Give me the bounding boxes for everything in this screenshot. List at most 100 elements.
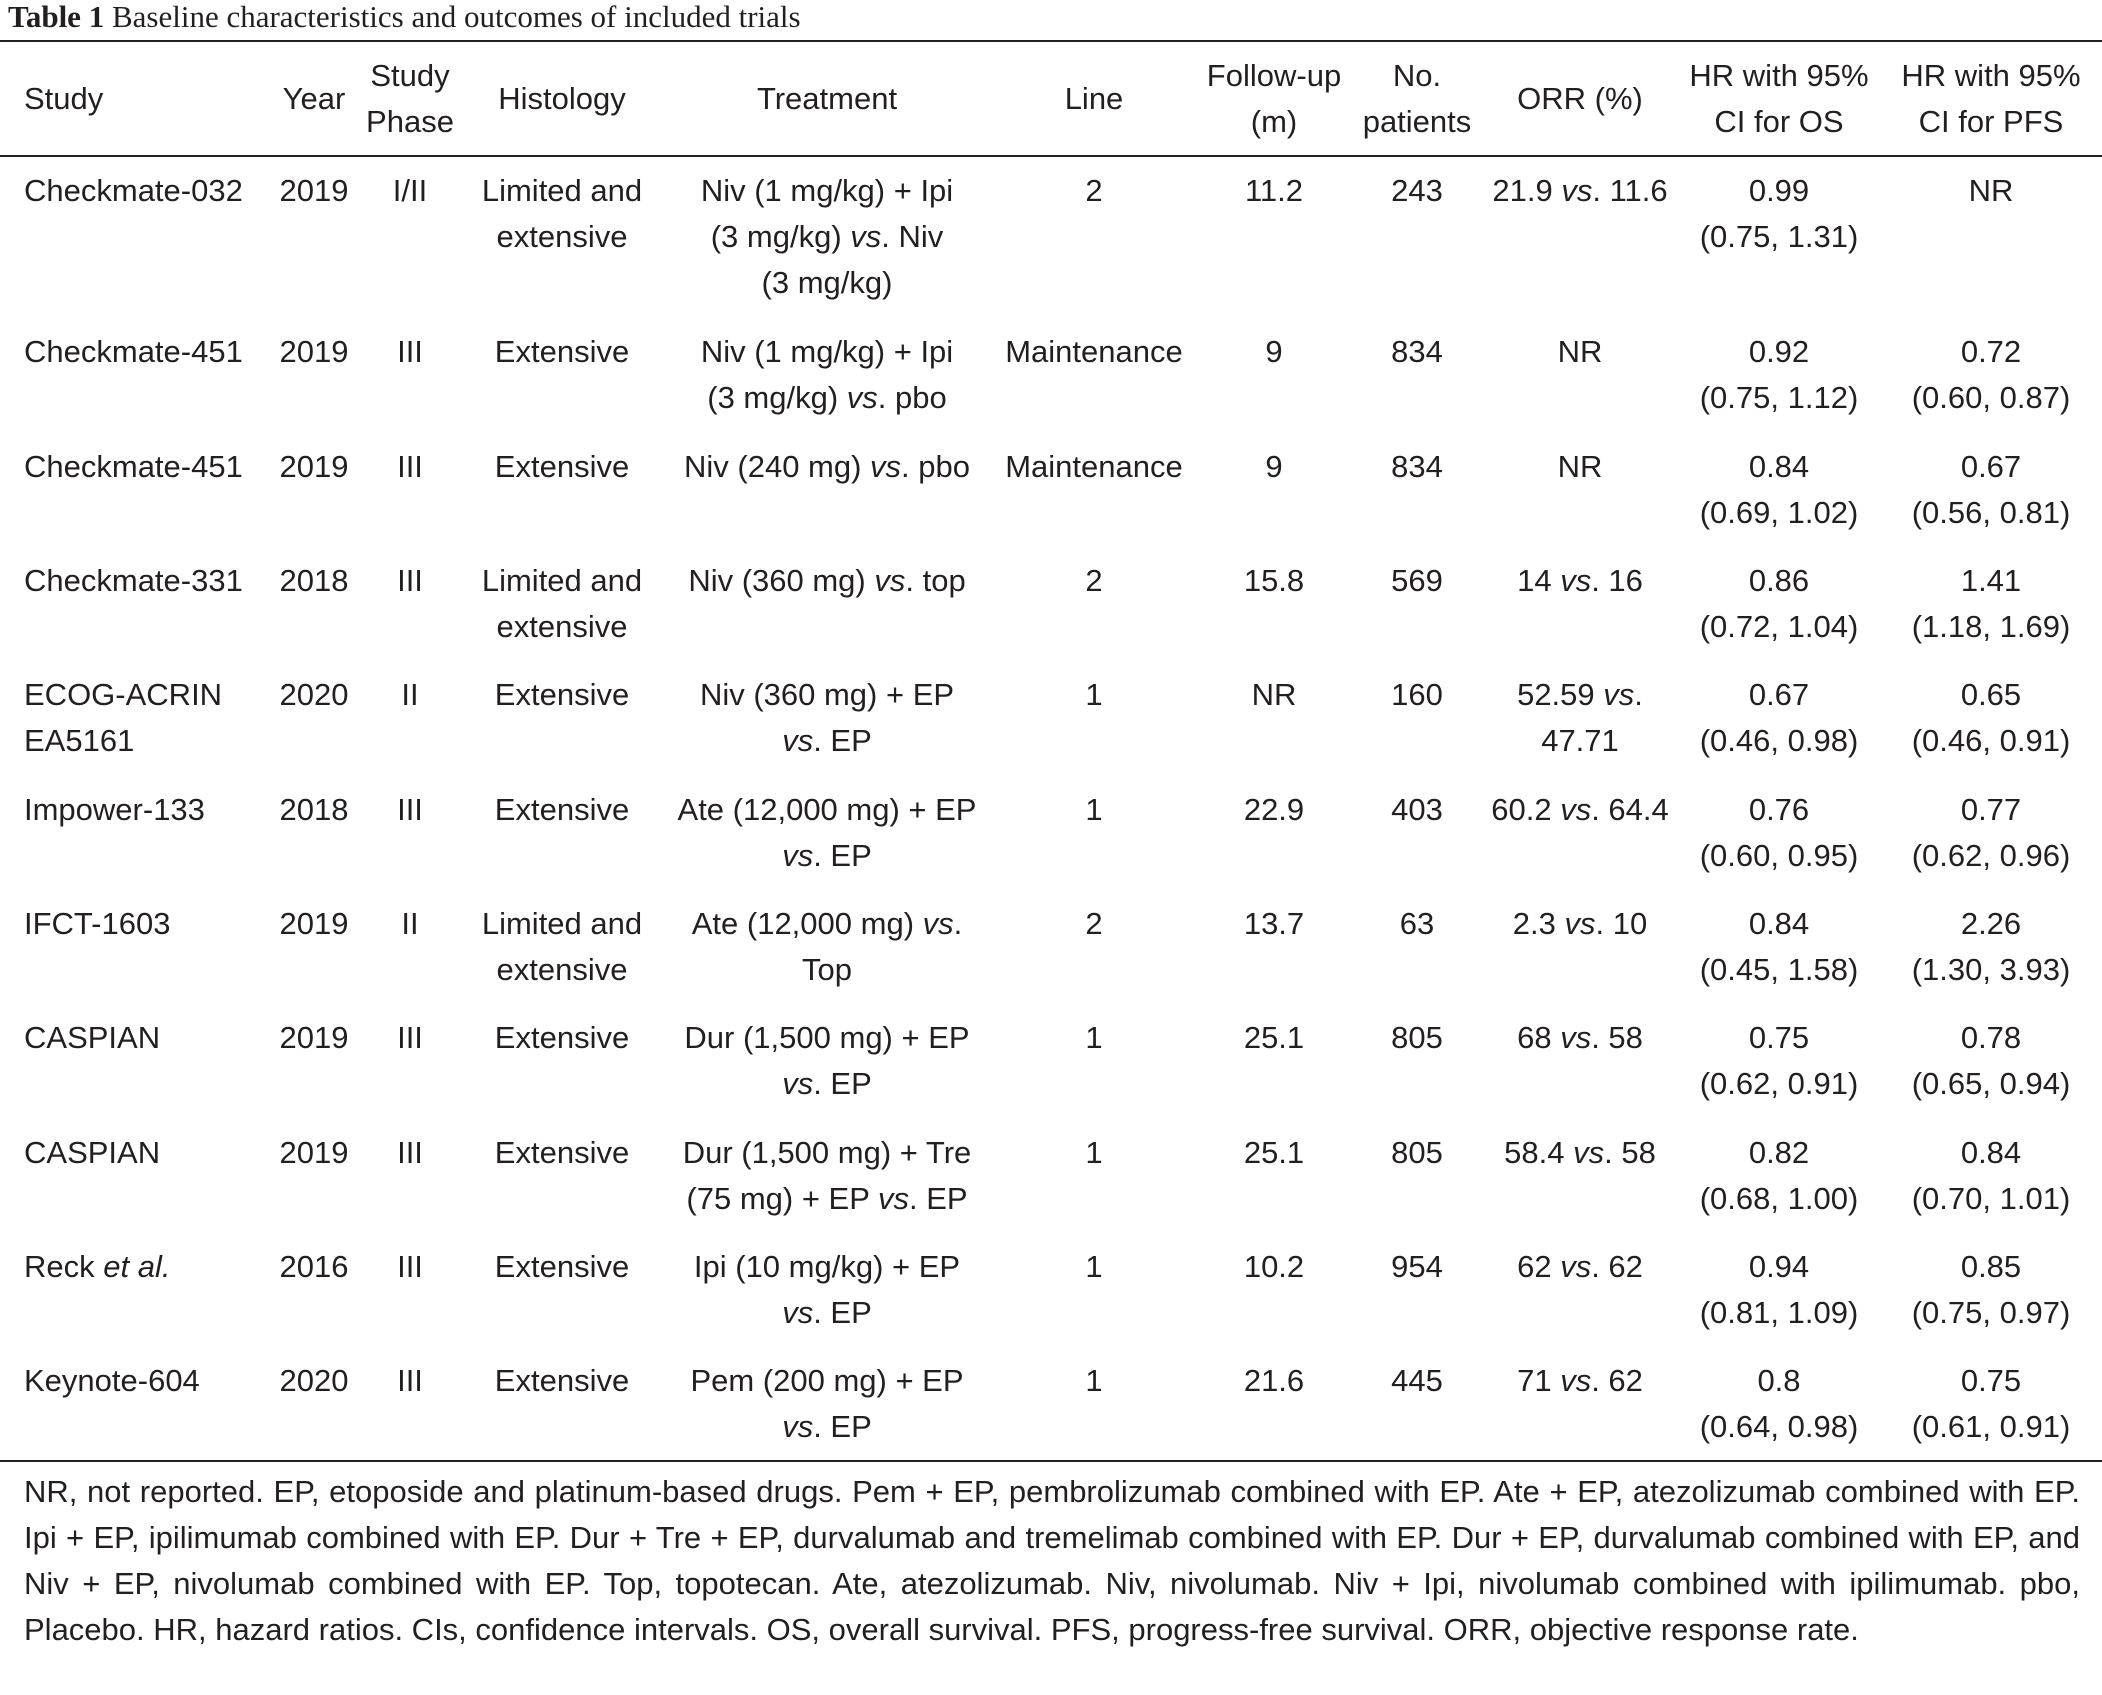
cell-study: Impower-133 (24, 787, 274, 833)
cell-text: 954 (1391, 1249, 1443, 1284)
cell-study: Checkmate-451 (24, 329, 274, 375)
cell-line: 71 vs. 62 (1482, 1358, 1678, 1404)
cell-hr-pfs: 2.26 (1.30, 3.93) (1880, 901, 2102, 993)
cell-line: 11.2 (1196, 168, 1352, 214)
column-header-line: Study (24, 81, 104, 116)
cell-italic-text: vs (782, 838, 814, 873)
cell-line: (0.75, 0.97) (1880, 1290, 2102, 1336)
cell-text: Limited and (481, 173, 643, 208)
cell-treatment: Dur (1,500 mg) + EP vs. EP (662, 1015, 992, 1107)
cell-italic-text: vs (1560, 1249, 1592, 1284)
column-header-line: Treatment (756, 81, 898, 116)
cell-treatment: Ate (12,000 mg) + EP vs. EP (662, 787, 992, 879)
cell-text: 834 (1391, 334, 1443, 369)
cell-text: (0.60, 0.87) (1911, 380, 2071, 415)
cell-line: ECOG-ACRIN (24, 672, 274, 718)
cell-histology: Extensive (462, 672, 662, 718)
cell-study: CASPIAN (24, 1130, 274, 1176)
cell-text: 47.71 (1541, 723, 1619, 758)
cell-text: (0.60, 0.95) (1699, 838, 1859, 873)
cell-patients: 403 (1352, 787, 1482, 833)
cell-orr: 58.4 vs. 58 (1482, 1130, 1678, 1176)
cell-text: 63 (1399, 906, 1435, 941)
cell-line: 1 (992, 1244, 1196, 1290)
cell-treatment: Niv (1 mg/kg) + Ipi (3 mg/kg) vs. pbo (662, 329, 992, 421)
cell-text: Niv (1 mg/kg) + Ipi (700, 173, 954, 208)
cell-line: III (358, 787, 462, 833)
cell-orr: 71 vs. 62 (1482, 1358, 1678, 1404)
cell-text: 0.78 (1960, 1020, 2022, 1055)
cell-patients: 834 (1352, 329, 1482, 375)
cell-line: (0.65, 0.94) (1880, 1061, 2102, 1107)
cell-line: 2020 (270, 1358, 358, 1404)
cell-text: extensive (496, 952, 628, 987)
cell-year: 2018 (270, 558, 358, 604)
cell-follow-up: 21.6 (1196, 1358, 1352, 1404)
cell-line: 403 (1352, 787, 1482, 833)
cell-text: (0.68, 1.00) (1699, 1181, 1859, 1216)
cell-line: Extensive (462, 787, 662, 833)
bottom-rule (0, 1460, 2102, 1462)
cell-patients: 805 (1352, 1015, 1482, 1061)
cell-text: 2 (1085, 173, 1103, 208)
column-header-line: Study (370, 58, 450, 93)
cell-line: Niv (1 mg/kg) + Ipi (662, 168, 992, 214)
cell-text: 2019 (279, 1020, 349, 1055)
column-header-histology: Histology (462, 76, 662, 122)
cell-text: 21.9 (1492, 173, 1562, 208)
cell-line: CASPIAN (24, 1130, 274, 1176)
column-header-line: (m) (1250, 104, 1298, 139)
cell-treatment: Dur (1,500 mg) + Tre (75 mg) + EP vs. EP (662, 1130, 992, 1222)
cell-text: NR (1251, 677, 1297, 712)
cell-treatment: Niv (360 mg) + EP vs. EP (662, 672, 992, 764)
cell-year: 2019 (270, 168, 358, 214)
cell-line: 805 (1352, 1130, 1482, 1176)
column-header-line: Histology (498, 81, 626, 116)
cell-line: vs. EP (662, 718, 992, 764)
cell-line: (0.62, 0.91) (1678, 1061, 1880, 1107)
cell-text: 0.67 (1748, 677, 1810, 712)
cell-text: 0.85 (1960, 1249, 2022, 1284)
cell-line: 2 (992, 168, 1196, 214)
cell-text: 805 (1391, 1135, 1443, 1170)
cell-text: (1.18, 1.69) (1911, 609, 2071, 644)
cell-line: 13.7 (1196, 901, 1352, 947)
cell-line: Keynote-604 (24, 1358, 274, 1404)
cell-text: NR (1968, 173, 2014, 208)
cell-line: 1 (992, 1358, 1196, 1404)
cell-text: Extensive (494, 1020, 630, 1055)
cell-phase: II (358, 672, 462, 718)
cell-text: 2019 (279, 173, 349, 208)
cell-text: . EP (813, 1066, 872, 1101)
cell-line: extensive (462, 947, 662, 993)
cell-patients: 243 (1352, 168, 1482, 214)
column-header-line: Follow-up (1206, 58, 1342, 93)
cell-follow-up: 10.2 (1196, 1244, 1352, 1290)
cell-line: 2019 (270, 1015, 358, 1061)
column-header-orr: ORR (%) (1482, 76, 1678, 122)
cell-hr-pfs: 0.77 (0.62, 0.96) (1880, 787, 2102, 879)
cell-text: II (401, 906, 419, 941)
cell-text: Niv (360 mg) + EP (699, 677, 955, 712)
column-header-patients: No. patients (1352, 53, 1482, 145)
cell-line: II (358, 901, 462, 947)
cell-line: (1.30, 3.93) (1880, 947, 2102, 993)
cell-text: 2018 (279, 792, 349, 827)
cell-text: 14 (1517, 563, 1561, 598)
cell-text: . 58 (1591, 1020, 1643, 1055)
cell-text: 52.59 (1517, 677, 1604, 712)
cell-line: 834 (1352, 444, 1482, 490)
column-header-line: ORR (%) (1517, 81, 1643, 116)
cell-text: III (397, 334, 423, 369)
cell-text: 0.84 (1960, 1135, 2022, 1170)
cell-line: Ipi (10 mg/kg) + EP (662, 1244, 992, 1290)
cell-text: IFCT-1603 (24, 906, 171, 941)
column-header-line: Line (1064, 81, 1124, 116)
cell-text: (0.69, 1.02) (1699, 495, 1859, 530)
cell-patients: 834 (1352, 444, 1482, 490)
cell-text: (0.81, 1.09) (1699, 1295, 1859, 1330)
cell-text: I/II (392, 173, 428, 208)
cell-orr: 2.3 vs. 10 (1482, 901, 1678, 947)
cell-text: extensive (496, 219, 628, 254)
cell-line: Niv (1 mg/kg) + Ipi (662, 329, 992, 375)
